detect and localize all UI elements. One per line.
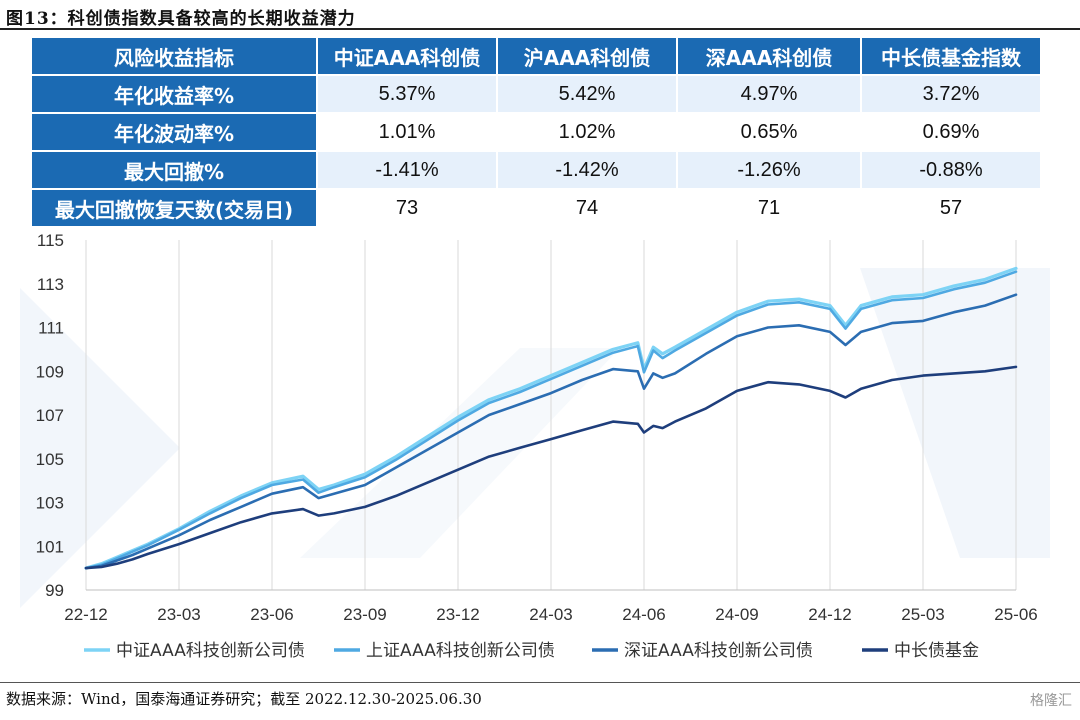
table-cell: -0.88% (860, 150, 1042, 190)
brand-watermark: 格隆汇 (1030, 693, 1072, 709)
x-tick-label: 23-12 (436, 605, 479, 624)
table-cell: -1.41% (316, 150, 498, 190)
figure-title: 图13：科创债指数具备较高的长期收益潜力 (6, 9, 356, 29)
row-label: 最大回撤恢复天数(交易日) (30, 188, 318, 228)
row-label: 年化波动率% (30, 112, 318, 152)
table-row: 最大回撤恢复天数(交易日) 73 74 71 57 (30, 188, 1042, 228)
risk-return-table: 风险收益指标 中证AAA科创债 沪AAA科创债 深AAA科创债 中长债基金指数 … (30, 36, 1042, 228)
table-cell: 71 (676, 188, 862, 228)
table-cell: 73 (316, 188, 498, 228)
table-cell: 5.37% (316, 74, 498, 114)
watermark-shape (300, 348, 620, 558)
x-tick-label: 23-03 (157, 605, 200, 624)
y-tick-label: 107 (36, 406, 64, 425)
table-header-cell: 深AAA科创债 (676, 36, 862, 76)
x-tick-label: 24-12 (808, 605, 851, 624)
source-rule (0, 682, 1080, 683)
data-source-note: 数据来源：Wind，国泰海通证券研究；截至 2022.12.30-2025.06… (6, 690, 482, 708)
series-line (84, 293, 1018, 570)
table-cell: 5.42% (496, 74, 678, 114)
y-tick-label: 115 (37, 231, 64, 250)
x-tick-label: 24-09 (715, 605, 758, 624)
table-header-cell: 中证AAA科创债 (316, 36, 498, 76)
y-tick-label: 105 (36, 450, 64, 469)
table-header-cell: 中长债基金指数 (860, 36, 1042, 76)
series-line (84, 270, 1018, 570)
table-cell: 57 (860, 188, 1042, 228)
row-label: 年化收益率% (30, 74, 318, 114)
watermark-shape (20, 288, 180, 608)
row-label: 最大回撤% (30, 150, 318, 190)
table-cell: 1.01% (316, 112, 498, 152)
table-row: 年化收益率% 5.37% 5.42% 4.97% 3.72% (30, 74, 1042, 114)
y-tick-label: 111 (38, 319, 64, 338)
x-tick-label: 25-06 (994, 605, 1037, 624)
legend-label: 深证AAA科技创新公司债 (624, 641, 813, 661)
y-tick-label: 113 (37, 275, 64, 294)
table-cell: 3.72% (860, 74, 1042, 114)
table-cell: 1.02% (496, 112, 678, 152)
title-rule (0, 28, 1080, 30)
chart-grid (85, 240, 1017, 591)
table-cell: 4.97% (676, 74, 862, 114)
chart-legend: 中证AAA科技创新公司债 上证AAA科技创新公司债 深证AAA科技创新公司债 中长债基… (84, 641, 979, 661)
table-cell: -1.26% (676, 150, 862, 190)
series-line (84, 365, 1018, 570)
index-line-chart: 99 101 103 105 107 109 111 113 115 22-12 23-03 23-… (20, 231, 1050, 661)
y-tick-label: 101 (36, 537, 64, 556)
table-row: 最大回撤% -1.41% -1.42% -1.26% -0.88% (30, 150, 1042, 190)
watermark-shape (860, 268, 1050, 558)
x-tick-label: 23-09 (343, 605, 386, 624)
table-cell: 0.65% (676, 112, 862, 152)
x-tick-label: 24-06 (622, 605, 665, 624)
table-cell: 74 (496, 188, 678, 228)
x-tick-label: 23-06 (250, 605, 293, 624)
table-row: 年化波动率% 1.01% 1.02% 0.65% 0.69% (30, 112, 1042, 152)
y-tick-label: 109 (36, 362, 64, 381)
watermark-shapes (20, 268, 1050, 608)
y-tick-label: 99 (45, 581, 64, 600)
legend-label: 中长债基金 (894, 641, 979, 661)
chart-series-lines (84, 266, 1018, 570)
x-tick-label: 24-03 (529, 605, 572, 624)
table-cell: -1.42% (496, 150, 678, 190)
table-cell: 0.69% (860, 112, 1042, 152)
table-header-cell: 沪AAA科创债 (496, 36, 678, 76)
series-line (84, 266, 1018, 570)
table-header-cell: 风险收益指标 (30, 36, 318, 76)
legend-label: 中证AAA科技创新公司债 (116, 641, 305, 661)
x-tick-label: 25-03 (901, 605, 944, 624)
table-header-row: 风险收益指标 中证AAA科创债 沪AAA科创债 深AAA科创债 中长债基金指数 (30, 36, 1042, 76)
x-tick-label: 22-12 (64, 605, 107, 624)
x-axis-ticks: 22-12 23-03 23-06 23-09 23-12 24-03 24-06 24-09… (64, 605, 1037, 624)
y-tick-label: 103 (36, 494, 64, 513)
legend-label: 上证AAA科技创新公司债 (366, 641, 555, 661)
y-axis-ticks: 99 101 103 105 107 109 111 113 115 (36, 231, 64, 600)
